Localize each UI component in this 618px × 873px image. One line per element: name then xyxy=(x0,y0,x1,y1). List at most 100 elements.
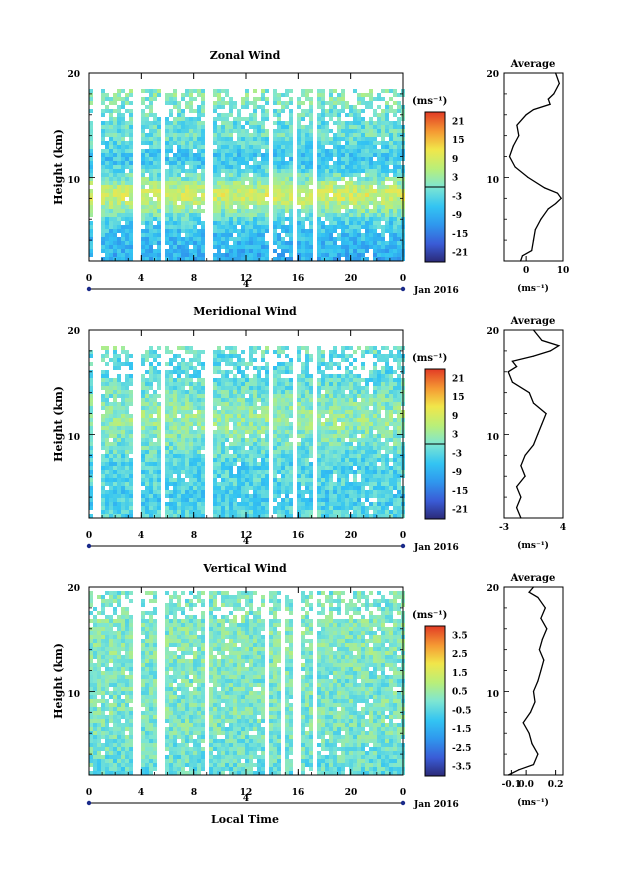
heatmap-cell xyxy=(385,510,389,514)
heatmap-cell xyxy=(377,414,381,418)
heatmap-cell xyxy=(325,129,329,133)
heatmap-cell xyxy=(89,229,93,233)
heatmap-cell xyxy=(265,249,269,253)
heatmap-cell xyxy=(341,93,345,97)
heatmap-cell xyxy=(129,490,133,494)
heatmap-cell xyxy=(197,257,201,261)
heatmap-cell xyxy=(197,386,201,390)
heatmap-cell xyxy=(305,249,309,253)
heatmap-cell xyxy=(169,173,173,177)
heatmap-cell xyxy=(145,193,149,197)
heatmap-cell xyxy=(121,249,125,253)
heatmap-cell xyxy=(217,157,221,161)
heatmap-cell xyxy=(273,422,277,426)
heatmap-cell xyxy=(109,201,113,205)
heatmap-cell xyxy=(117,213,121,217)
heatmap-cell xyxy=(157,406,161,410)
heatmap-cell xyxy=(117,201,121,205)
heatmap-cell xyxy=(281,189,285,193)
heatmap-cell xyxy=(373,137,377,141)
heatmap-cell xyxy=(309,233,313,237)
heatmap-cell xyxy=(361,406,365,410)
heatmap-cell xyxy=(249,145,253,149)
heatmap-cell xyxy=(337,121,341,125)
heatmap-cell xyxy=(169,257,173,261)
heatmap-cell xyxy=(129,149,133,153)
heatmap-cell xyxy=(397,157,401,161)
heatmap-cell xyxy=(337,237,341,241)
heatmap-cell xyxy=(297,173,301,177)
average-profile-point xyxy=(521,255,524,257)
heatmap-cell xyxy=(237,145,241,149)
heatmap-cell xyxy=(125,514,129,518)
heatmap-cell xyxy=(297,414,301,418)
heatmap-cell xyxy=(245,502,249,506)
heatmap-cell xyxy=(125,430,129,434)
heatmap-cell xyxy=(369,430,373,434)
heatmap-cell xyxy=(245,410,249,414)
heatmap-cell xyxy=(101,426,105,430)
heatmap-cell xyxy=(325,514,329,518)
heatmap-cell xyxy=(225,113,229,117)
heatmap-cell xyxy=(141,257,145,261)
heatmap-cell xyxy=(249,209,253,213)
heatmap-cell xyxy=(113,173,117,177)
heatmap-cell xyxy=(105,458,109,462)
heatmap-cell xyxy=(113,121,117,125)
heatmap-cell xyxy=(393,478,397,482)
heatmap-cell xyxy=(241,141,245,145)
heatmap-cell xyxy=(333,418,337,422)
heatmap-cell xyxy=(357,486,361,490)
heatmap-cell xyxy=(193,237,197,241)
heatmap-cell xyxy=(233,245,237,249)
heatmap-cell xyxy=(253,97,257,101)
heatmap-cell xyxy=(237,237,241,241)
heatmap-cell xyxy=(257,454,261,458)
heatmap-cell xyxy=(377,201,381,205)
heatmap-cell xyxy=(185,470,189,474)
heatmap-cell xyxy=(321,245,325,249)
heatmap-cell xyxy=(225,434,229,438)
heatmap-cell xyxy=(289,474,293,478)
heatmap-cell xyxy=(153,390,157,394)
heatmap-cell xyxy=(285,466,289,470)
heatmap-cell xyxy=(369,177,373,181)
heatmap-cell xyxy=(197,462,201,466)
heatmap-cell xyxy=(325,109,329,113)
average-profile-point xyxy=(555,202,557,205)
heatmap-cell xyxy=(365,470,369,474)
heatmap-cell xyxy=(129,506,133,510)
heatmap-cell xyxy=(393,466,397,470)
heatmap-cell xyxy=(261,113,265,117)
heatmap-cell xyxy=(229,494,233,498)
heatmap-cell xyxy=(397,438,401,442)
heatmap-cell xyxy=(265,402,269,406)
heatmap-cell xyxy=(281,486,285,490)
heatmap-cell xyxy=(117,438,121,442)
heatmap-cell xyxy=(317,177,321,181)
heatmap-cell xyxy=(381,490,385,494)
heatmap-cell xyxy=(213,217,217,221)
heatmap-cell xyxy=(265,229,269,233)
heatmap-cell xyxy=(181,145,185,149)
heatmap-cell xyxy=(165,153,169,157)
heatmap-cell xyxy=(349,398,353,402)
heatmap-cell xyxy=(385,466,389,470)
heatmap-cell xyxy=(145,225,149,229)
heatmap-cell xyxy=(349,494,353,498)
heatmap-cell xyxy=(321,229,325,233)
heatmap-cell xyxy=(301,502,305,506)
heatmap-cell xyxy=(157,141,161,145)
heatmap-cell xyxy=(121,145,125,149)
heatmap-cell xyxy=(193,141,197,145)
heatmap-cell xyxy=(381,446,385,450)
heatmap-cell xyxy=(325,406,329,410)
heatmap-cell xyxy=(297,494,301,498)
heatmap-cell xyxy=(341,201,345,205)
heatmap-cell xyxy=(353,205,357,209)
heatmap-cell xyxy=(253,165,257,169)
heatmap-cell xyxy=(341,470,345,474)
heatmap-cell xyxy=(341,185,345,189)
heatmap-cell xyxy=(213,177,217,181)
heatmap-cell xyxy=(257,105,261,109)
